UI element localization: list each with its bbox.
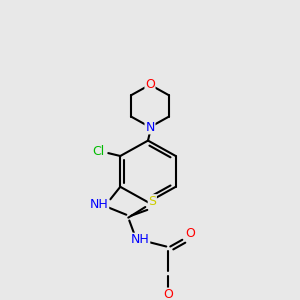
Text: O: O — [185, 227, 195, 241]
Text: N: N — [145, 121, 155, 134]
Text: S: S — [148, 195, 156, 208]
Text: NH: NH — [131, 233, 150, 246]
Text: Cl: Cl — [92, 145, 104, 158]
Text: O: O — [163, 288, 173, 300]
Text: NH: NH — [90, 198, 109, 211]
Text: N: N — [145, 121, 155, 134]
Text: O: O — [145, 78, 155, 91]
